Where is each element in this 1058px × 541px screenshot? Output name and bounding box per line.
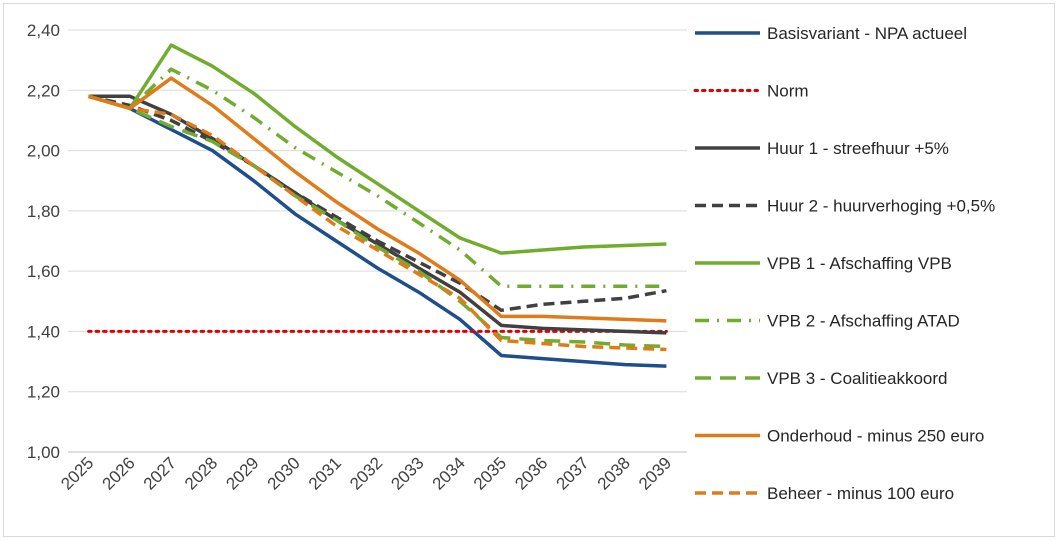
legend-label: Beheer - minus 100 euro <box>767 484 954 503</box>
series-line-6 <box>88 94 667 349</box>
legend-label: VPB 3 - Coalitieakkoord <box>767 369 947 388</box>
series-line-7 <box>88 76 667 323</box>
legend-label: Huur 2 - huurverhoging +0,5% <box>767 197 995 216</box>
x-tick-label: 2037 <box>552 453 592 493</box>
x-tick-label: 2038 <box>594 453 634 493</box>
y-tick-label: 2,20 <box>27 81 60 100</box>
y-tick-label: 1,40 <box>27 322 60 341</box>
y-tick-label: 1,20 <box>27 383 60 402</box>
chart-frame <box>3 3 1055 537</box>
x-tick-label: 2028 <box>181 453 221 493</box>
y-tick-label: 2,40 <box>27 21 60 40</box>
series-line-0 <box>88 94 667 368</box>
y-axis-ticks: 2,40 2,20 2,00 1,80 1,60 1,40 1,20 1,00 <box>27 21 60 462</box>
y-tick-label: 1,60 <box>27 262 60 281</box>
x-tick-label: 2032 <box>346 453 386 493</box>
x-tick-label: 2034 <box>429 453 469 493</box>
legend-label: Onderhoud - minus 250 euro <box>767 427 984 446</box>
x-tick-label: 2035 <box>470 453 510 493</box>
legend-label: Basisvariant - NPA actueel <box>767 24 967 43</box>
x-tick-label: 2025 <box>57 453 97 493</box>
x-tick-label: 2031 <box>305 453 345 493</box>
series-line-8 <box>88 94 667 352</box>
x-tick-label: 2030 <box>264 453 304 493</box>
x-tick-label: 2027 <box>140 453 180 493</box>
x-tick-label: 2029 <box>222 453 262 493</box>
x-tick-label: 2026 <box>99 453 139 493</box>
y-tick-label: 1,80 <box>27 202 60 221</box>
legend-label: VPB 2 - Afschaffing ATAD <box>767 312 960 331</box>
legend-label: Huur 1 - streefhuur +5% <box>767 139 949 158</box>
y-tick-label: 1,00 <box>27 443 60 462</box>
series-line-4 <box>88 43 667 255</box>
x-axis-ticks: 2025 2026 2027 2028 2029 2030 2031 2032 2033 2034… <box>57 453 675 493</box>
series-lines <box>87 43 668 368</box>
y-tick-label: 2,00 <box>27 142 60 161</box>
legend: Basisvariant - NPA actueel Norm Huur 1 - s… <box>693 24 995 503</box>
legend-label: Norm <box>767 82 809 101</box>
legend-label: VPB 1 - Afschaffing VPB <box>767 254 952 273</box>
series-line-3 <box>88 94 667 313</box>
x-tick-label: 2036 <box>511 453 551 493</box>
series-line-2 <box>88 94 667 335</box>
series-line-5 <box>88 67 667 288</box>
x-tick-label: 2033 <box>387 453 427 493</box>
x-tick-label: 2039 <box>635 453 675 493</box>
